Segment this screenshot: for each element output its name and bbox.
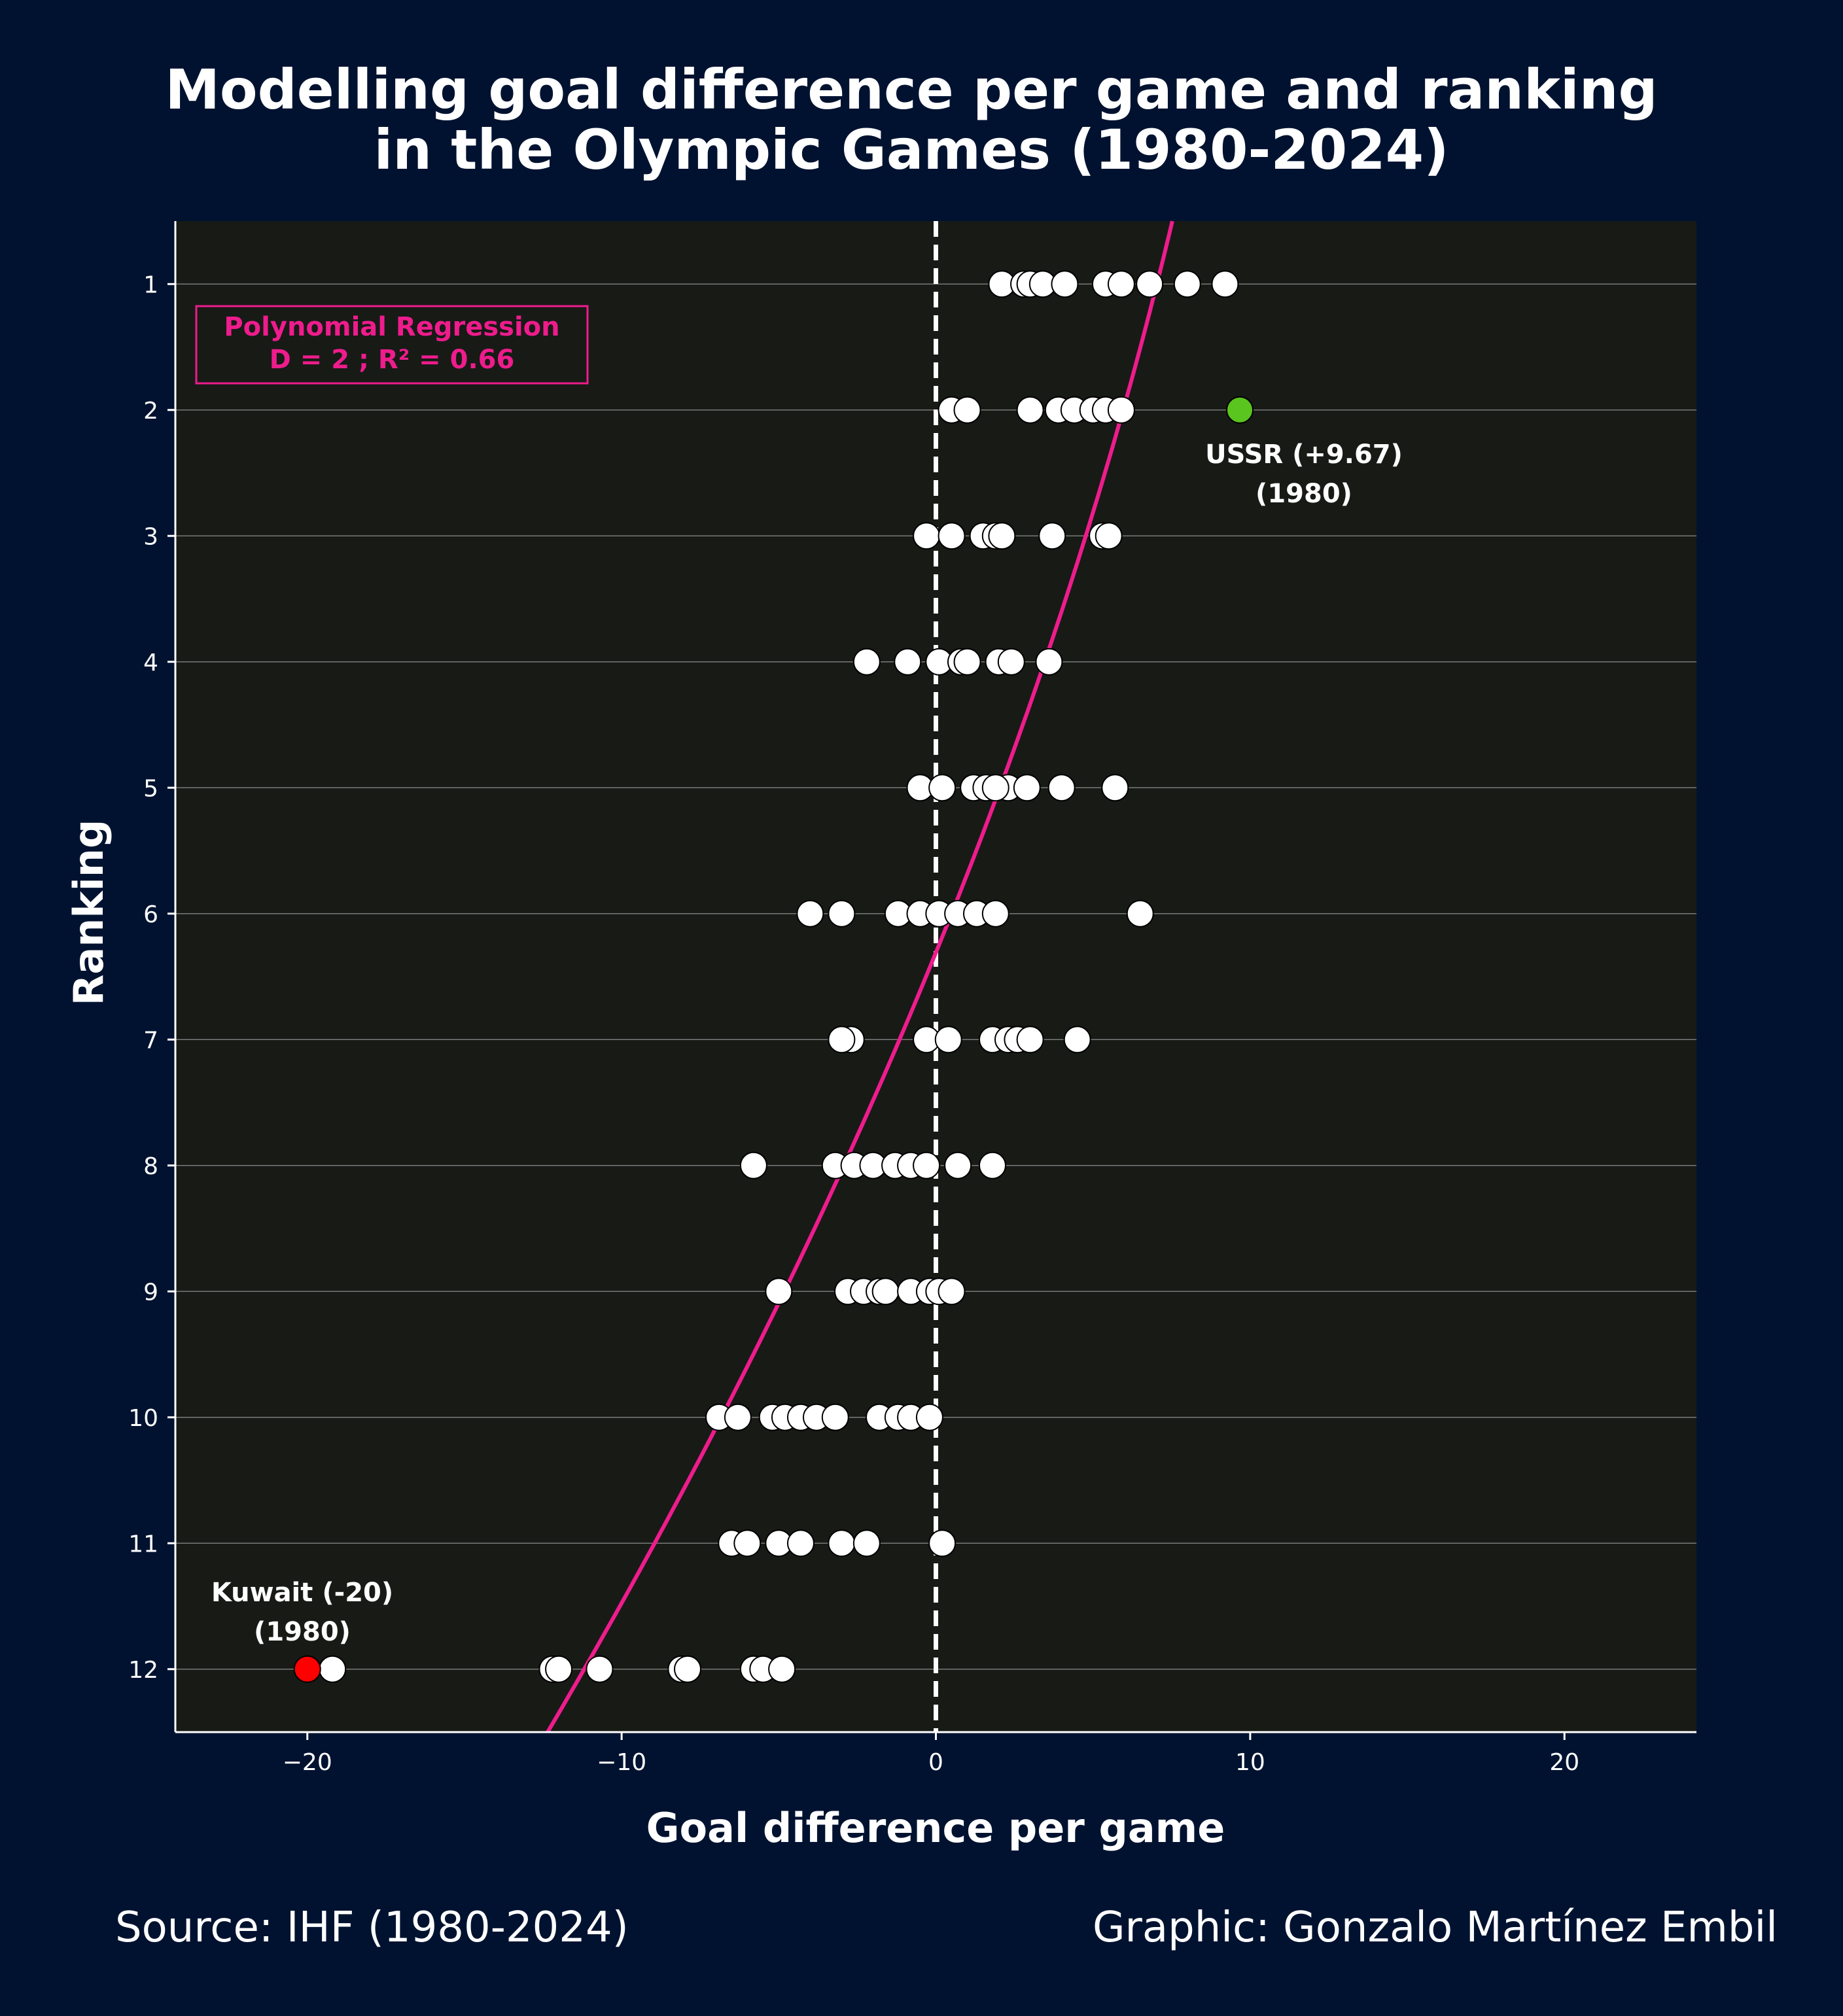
data-point <box>765 1277 793 1306</box>
data-point <box>928 1529 957 1557</box>
data-point <box>944 1151 972 1179</box>
y-tick-label: 8 <box>143 1153 158 1180</box>
y-tick-label: 7 <box>143 1027 158 1054</box>
data-point <box>1013 774 1041 802</box>
chart-title-line-2: in the Olympic Games (1980-2024) <box>374 118 1448 182</box>
graphic-credit: Graphic: Gonzalo Martínez Embil <box>1093 1903 1778 1952</box>
kuwait-annotation-line-2: (1980) <box>254 1617 351 1647</box>
x-tick-label: −10 <box>597 1749 646 1776</box>
x-tick-label: −20 <box>283 1749 332 1776</box>
y-tick-label: 3 <box>143 523 158 550</box>
x-tick-label: 20 <box>1549 1749 1579 1776</box>
y-tick-label: 11 <box>128 1531 158 1557</box>
data-point <box>739 1151 767 1179</box>
data-point <box>1038 522 1066 550</box>
data-point <box>938 1277 966 1306</box>
y-tick-label: 9 <box>143 1279 158 1306</box>
data-point <box>953 396 981 424</box>
data-point <box>828 1026 856 1054</box>
data-point <box>821 1403 849 1431</box>
data-point <box>1136 270 1164 298</box>
data-point <box>1101 774 1129 802</box>
y-tick-label: 4 <box>143 650 158 676</box>
data-point <box>786 1529 815 1557</box>
y-tick-label: 5 <box>143 775 158 802</box>
data-point <box>545 1655 573 1683</box>
data-point <box>586 1655 614 1683</box>
data-point <box>1047 774 1076 802</box>
data-point <box>1126 899 1154 928</box>
data-point <box>828 899 856 928</box>
data-points <box>319 270 1239 1683</box>
data-point <box>852 648 881 676</box>
data-point <box>988 522 1016 550</box>
data-point <box>953 648 981 676</box>
data-point <box>997 648 1025 676</box>
data-point <box>934 1026 962 1054</box>
ussr-highlight-point <box>1226 396 1254 424</box>
data-point <box>1016 396 1044 424</box>
data-point <box>913 1151 941 1179</box>
data-point <box>1107 270 1135 298</box>
ussr-annotation-line-1: USSR (+9.67) <box>1205 440 1403 470</box>
data-point <box>981 774 1009 802</box>
chart-title-line-1: Modelling goal difference per game and r… <box>165 58 1657 122</box>
y-axis-label: Ranking <box>65 820 113 1006</box>
data-point <box>913 522 941 550</box>
data-point <box>733 1529 762 1557</box>
data-point <box>1035 648 1063 676</box>
ussr-annotation-line-2: (1980) <box>1255 479 1352 509</box>
data-point <box>724 1403 752 1431</box>
data-point <box>871 1277 900 1306</box>
x-tick-label: 10 <box>1235 1749 1265 1776</box>
data-point <box>981 899 1009 928</box>
data-point <box>915 1403 943 1431</box>
y-tick-label: 6 <box>143 901 158 928</box>
x-axis-label: Goal difference per game <box>646 1804 1225 1852</box>
data-point <box>1016 1026 1044 1054</box>
x-tick-label: 0 <box>928 1749 943 1776</box>
highlight-points <box>293 396 1254 1683</box>
data-point <box>674 1655 702 1683</box>
regression-label-box <box>195 305 589 385</box>
y-tick-label: 10 <box>128 1405 158 1432</box>
data-point <box>852 1529 881 1557</box>
y-tick-label: 12 <box>128 1657 158 1684</box>
data-point <box>938 522 966 550</box>
data-point <box>1095 522 1123 550</box>
data-point <box>894 648 922 676</box>
kuwait-highlight-point <box>293 1655 321 1683</box>
regression-curve <box>546 220 1174 1733</box>
data-point <box>928 774 957 802</box>
regression-label-line-1: Polynomial Regression <box>224 312 559 342</box>
kuwait-annotation-line-1: Kuwait (-20) <box>211 1578 393 1608</box>
regression-label-line-2: D = 2 ; R² = 0.66 <box>270 345 515 375</box>
data-point <box>1051 270 1079 298</box>
data-point <box>1211 270 1239 298</box>
x-axis-ticks: −20 −10 0 10 20 <box>283 1732 1579 1776</box>
data-point <box>1107 396 1135 424</box>
data-point <box>1173 270 1201 298</box>
data-point <box>1063 1026 1091 1054</box>
y-tick-label: 2 <box>143 398 158 425</box>
source-note: Source: IHF (1980-2024) <box>115 1903 629 1952</box>
data-point <box>319 1655 347 1683</box>
data-point <box>978 1151 1006 1179</box>
y-tick-label: 1 <box>143 271 158 298</box>
data-point <box>796 899 824 928</box>
data-point <box>768 1655 796 1683</box>
data-point <box>828 1529 856 1557</box>
